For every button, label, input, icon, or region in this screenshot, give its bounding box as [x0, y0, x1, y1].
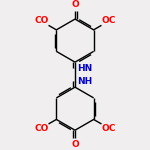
Text: HN: HN [77, 64, 92, 73]
Text: NH: NH [77, 77, 92, 86]
Text: O: O [71, 0, 79, 9]
Text: CO: CO [34, 124, 48, 133]
Text: CO: CO [34, 16, 48, 25]
Text: O: O [71, 140, 79, 149]
Text: OC: OC [102, 124, 116, 133]
Text: OC: OC [102, 16, 116, 25]
